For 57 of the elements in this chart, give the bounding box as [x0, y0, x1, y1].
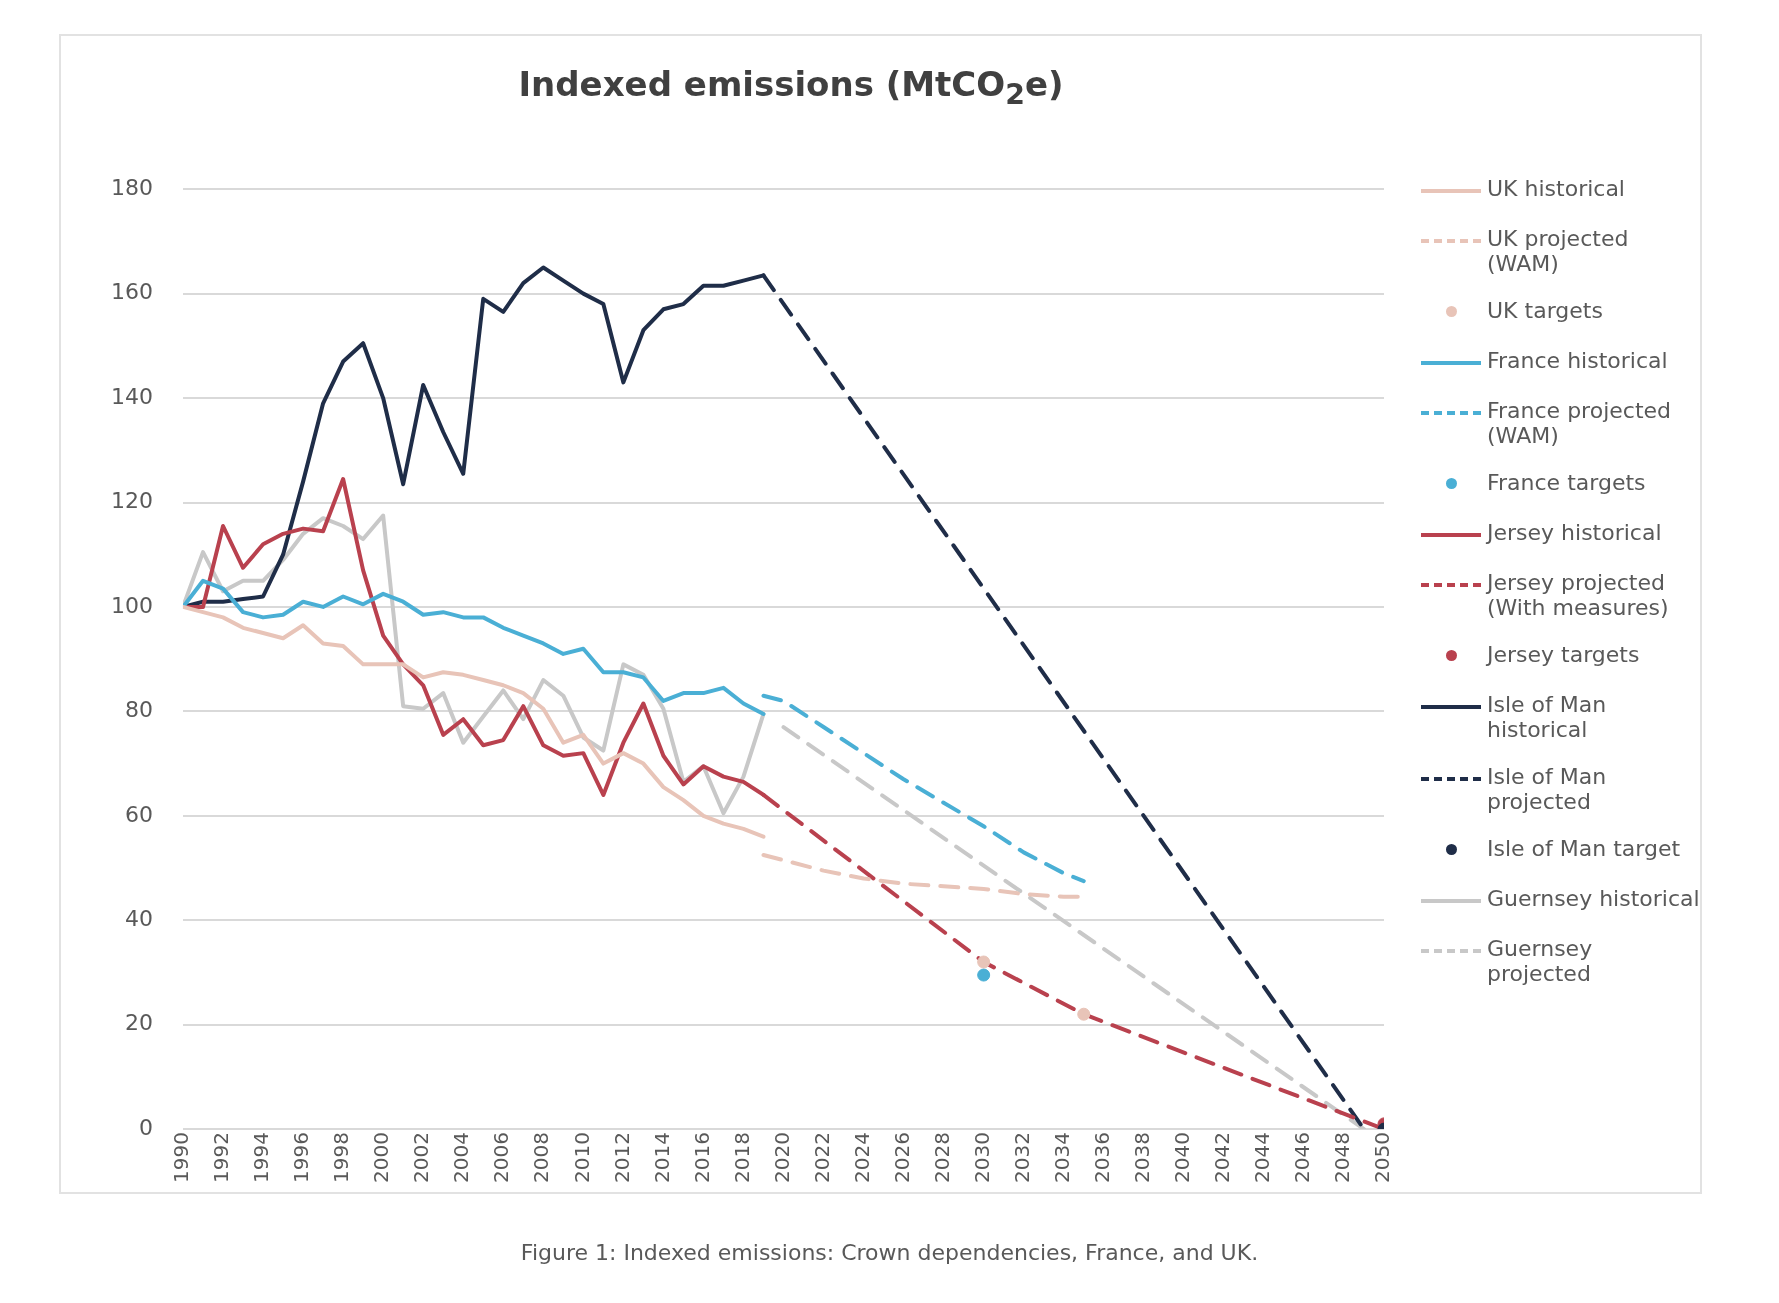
x-tick-label: 2032: [1009, 1132, 1034, 1184]
x-tick-label: 2020: [769, 1132, 794, 1184]
legend-label: Jersey targets: [1487, 642, 1640, 667]
x-tick-label: 2008: [529, 1132, 554, 1184]
y-tick-label: 0: [138, 1114, 153, 1140]
legend-label: Isle of Man projected: [1487, 764, 1608, 814]
x-tick-label: 2022: [809, 1132, 834, 1184]
x-tick-label: 2024: [849, 1132, 874, 1184]
y-tick-label: 40: [124, 905, 153, 931]
x-tick-label: 2010: [569, 1132, 594, 1184]
x-tick-label: 2036: [1089, 1132, 1114, 1184]
y-tick-label: 100: [110, 592, 153, 618]
x-tick-label: 2042: [1210, 1132, 1235, 1184]
legend-label: Jersey projected (With measures): [1487, 570, 1670, 620]
x-tick-label: 2030: [969, 1132, 994, 1184]
legend-label: Guernsey projected: [1487, 936, 1594, 986]
legend-label: Isle of Man target: [1487, 836, 1681, 861]
x-tick-label: 2006: [489, 1132, 514, 1184]
legend-label: France historical: [1487, 348, 1668, 373]
x-tick-label: 2044: [1250, 1132, 1275, 1184]
y-tick-label: 140: [110, 383, 153, 409]
x-tick-label: 2048: [1330, 1132, 1355, 1184]
legend-label: UK projected (WAM): [1487, 226, 1630, 276]
x-tick-label: 2012: [609, 1132, 634, 1184]
y-tick-label: 180: [110, 174, 153, 200]
x-tick-label: 1994: [249, 1132, 274, 1184]
x-tick-label: 2018: [729, 1132, 754, 1184]
legend-label: France targets: [1487, 470, 1646, 495]
x-tick-label: 2046: [1290, 1132, 1315, 1184]
legend-label: Guernsey historical: [1487, 886, 1700, 911]
y-tick-label: 20: [124, 1010, 153, 1036]
legend-label: UK targets: [1487, 298, 1603, 323]
x-tick-label: 1992: [209, 1132, 234, 1184]
x-tick-label: 2002: [409, 1132, 434, 1184]
y-tick-label: 80: [124, 697, 153, 723]
x-tick-label: 2016: [689, 1132, 714, 1184]
x-tick-label: 2004: [449, 1132, 474, 1184]
x-tick-label: 2034: [1049, 1132, 1074, 1184]
caption: Figure 1: Indexed emissions: Crown dependencies, France, and UK.: [519, 1240, 1260, 1265]
x-tick-label: 2040: [1170, 1132, 1195, 1184]
y-tick-label: 60: [124, 801, 153, 827]
y-tick-label: 160: [110, 279, 153, 305]
x-tick-label: 2000: [369, 1132, 394, 1184]
x-tick-label: 1990: [169, 1132, 194, 1184]
x-tick-label: 2014: [649, 1132, 674, 1184]
x-tick-label: 2050: [1370, 1132, 1395, 1184]
legend-label: Jersey historical: [1487, 520, 1662, 545]
x-tick-label: 1996: [289, 1132, 314, 1184]
x-tick-label: 1998: [329, 1132, 354, 1184]
chart-title: Indexed emissions (MtCO$_{2}$e): [517, 64, 1065, 111]
x-tick-label: 2028: [929, 1132, 954, 1184]
x-tick-label: 2038: [1130, 1132, 1154, 1184]
legend-label: Isle of Man historical: [1487, 692, 1608, 742]
x-tick-label: 2026: [889, 1132, 914, 1184]
legend-label: France projected (WAM): [1487, 398, 1672, 448]
y-tick-label: 120: [110, 488, 153, 514]
legend-label: UK historical: [1487, 176, 1625, 201]
